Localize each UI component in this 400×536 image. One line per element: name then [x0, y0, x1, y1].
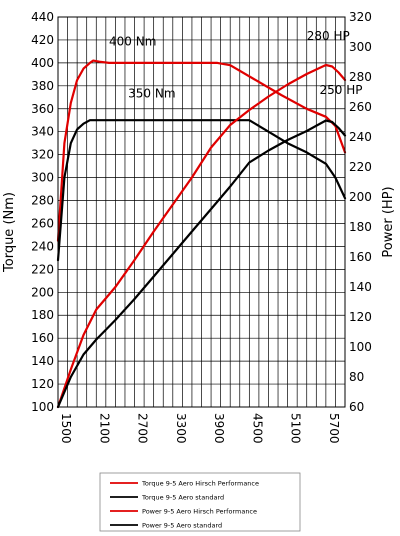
plot-border: [57, 16, 346, 408]
right-axis-title: Power (HP): [381, 186, 396, 257]
x-axis-ticks: 1500 2100 2700 3300 3900 4500 5100 5700: [59, 413, 341, 444]
left-tick-label: 100: [31, 400, 54, 414]
left-tick-label: 140: [31, 354, 54, 368]
right-tick-label: 180: [349, 220, 372, 234]
left-tick-label: 160: [31, 331, 54, 345]
left-tick-label: 340: [31, 125, 54, 139]
series-line-1: [56, 59, 347, 242]
right-axis-ticks: 60 80 100 120 140 160 180 200 220 240 260 280 300 320: [349, 10, 372, 414]
series-layer: [56, 59, 347, 409]
x-tick-label: 3300: [174, 413, 188, 444]
left-tick-label: 300: [31, 171, 54, 185]
legend-label: Power 9-5 Aero standard: [142, 521, 222, 529]
left-tick-label: 400: [31, 56, 54, 70]
legend-label: Torque 9-5 Aero standard: [141, 493, 224, 501]
right-tick-label: 220: [349, 160, 372, 174]
series-line-2: [56, 119, 347, 262]
legend: Torque 9-5 Aero Hirsch Performance Torque…: [99, 472, 301, 532]
series-line-3: [56, 63, 347, 409]
grid: [57, 16, 346, 408]
x-tick-label: 2700: [136, 413, 150, 444]
x-tick-label: 1500: [59, 413, 73, 444]
right-tick-label: 100: [349, 340, 372, 354]
x-tick-label: 5700: [327, 413, 341, 444]
left-tick-label: 380: [31, 79, 54, 93]
left-tick-label: 220: [31, 262, 54, 276]
left-tick-label: 280: [31, 194, 54, 208]
right-tick-label: 140: [349, 280, 372, 294]
x-tick-label: 2100: [97, 413, 111, 444]
right-tick-label: 80: [349, 370, 364, 384]
annotation-label: 280 HP: [307, 29, 350, 43]
right-tick-label: 200: [349, 190, 372, 204]
annotation-label: 250 HP: [319, 83, 362, 97]
left-tick-label: 420: [31, 33, 54, 47]
x-tick-label: 4500: [250, 413, 264, 444]
left-tick-label: 440: [31, 10, 54, 24]
left-tick-label: 360: [31, 102, 54, 116]
annotation-label: 350 Nm: [128, 86, 175, 100]
right-tick-label: 300: [349, 40, 372, 54]
right-tick-label: 280: [349, 70, 372, 84]
left-tick-label: 120: [31, 377, 54, 391]
right-tick-label: 240: [349, 130, 372, 144]
legend-label: Torque 9-5 Aero Hirsch Performance: [141, 479, 259, 487]
left-tick-label: 200: [31, 285, 54, 299]
left-tick-label: 180: [31, 308, 54, 322]
left-tick-label: 260: [31, 216, 54, 230]
legend-label: Power 9-5 Aero Hirsch Performance: [142, 507, 257, 515]
left-tick-label: 320: [31, 148, 54, 162]
right-tick-label: 160: [349, 250, 372, 264]
x-tick-label: 3900: [212, 413, 226, 444]
left-axis-title: Torque (Nm): [2, 192, 17, 273]
right-tick-label: 260: [349, 100, 372, 114]
right-tick-label: 120: [349, 310, 372, 324]
left-tick-label: 240: [31, 239, 54, 253]
x-tick-label: 5100: [289, 413, 303, 444]
annotations: 400 Nm 350 Nm 280 HP 250 HP: [109, 29, 362, 100]
series-line-4: [56, 119, 347, 409]
left-axis-ticks: 100 120 140 160 180 200 220 240 260 280 300 320 340 3…: [31, 10, 54, 414]
right-tick-label: 60: [349, 400, 364, 414]
annotation-label: 400 Nm: [109, 35, 156, 49]
right-tick-label: 320: [349, 10, 372, 24]
